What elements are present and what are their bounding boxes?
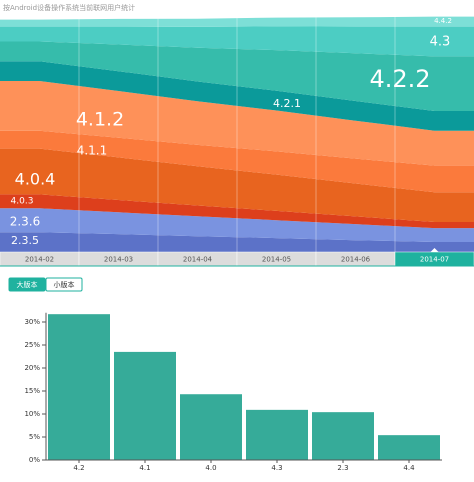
bar xyxy=(180,394,242,460)
band-label: 4.4.2 xyxy=(434,17,452,25)
tab-label: 大版本 xyxy=(17,280,38,289)
y-tick-label: 0% xyxy=(29,456,40,464)
bar xyxy=(114,351,176,460)
selected-pointer xyxy=(430,248,439,252)
tab-button[interactable] xyxy=(45,277,83,292)
y-tick-label: 10% xyxy=(24,410,40,418)
x-tick-label: 4.0 xyxy=(205,464,216,472)
area-band xyxy=(0,81,474,166)
band-label: 4.1.2 xyxy=(76,109,124,131)
bar xyxy=(378,435,440,460)
area-band xyxy=(0,61,474,131)
y-tick-label: 20% xyxy=(24,364,40,372)
bar xyxy=(246,409,308,460)
page-title: 按Android设备操作系统当前联网用户统计 xyxy=(3,3,135,12)
month-label: 2014-02 xyxy=(25,256,54,264)
y-tick-label: 15% xyxy=(24,387,40,395)
tab-button[interactable] xyxy=(8,277,46,292)
band-label: 4.0.3 xyxy=(11,197,34,207)
x-tick-label: 2.3 xyxy=(337,464,348,472)
month-label: 2014-04 xyxy=(183,256,213,264)
area-band xyxy=(0,16,474,27)
band-label: 4.1.1 xyxy=(77,144,108,158)
band-label: 4.0.4 xyxy=(15,170,56,189)
band-label: 4.2.2 xyxy=(369,65,430,93)
area-band xyxy=(0,194,474,229)
month-label: 2014-05 xyxy=(262,256,291,264)
area-band xyxy=(0,26,474,57)
area-band xyxy=(0,41,474,111)
area-band xyxy=(0,208,474,242)
bar xyxy=(312,412,374,460)
y-tick-label: 25% xyxy=(24,341,40,349)
bar xyxy=(48,314,110,460)
band-label: 2.3.6 xyxy=(10,215,41,229)
area-band xyxy=(0,232,474,252)
band-label: 4.3 xyxy=(430,35,451,50)
x-tick-label: 4.3 xyxy=(271,464,282,472)
x-tick-label: 4.2 xyxy=(73,464,84,472)
month-label: 2014-03 xyxy=(104,256,133,264)
tab-label: 小版本 xyxy=(54,280,75,289)
x-tick-label: 4.1 xyxy=(139,464,150,472)
x-tick-label: 4.4 xyxy=(403,464,415,472)
month-label: 2014-06 xyxy=(341,256,371,264)
y-tick-label: 30% xyxy=(24,318,40,326)
area-band xyxy=(0,148,474,222)
area-band xyxy=(0,130,474,193)
month-label: 2014-07 xyxy=(420,256,449,264)
y-tick-label: 5% xyxy=(29,433,40,441)
band-label: 4.2.1 xyxy=(273,97,301,110)
band-label: 2.3.5 xyxy=(11,234,39,247)
